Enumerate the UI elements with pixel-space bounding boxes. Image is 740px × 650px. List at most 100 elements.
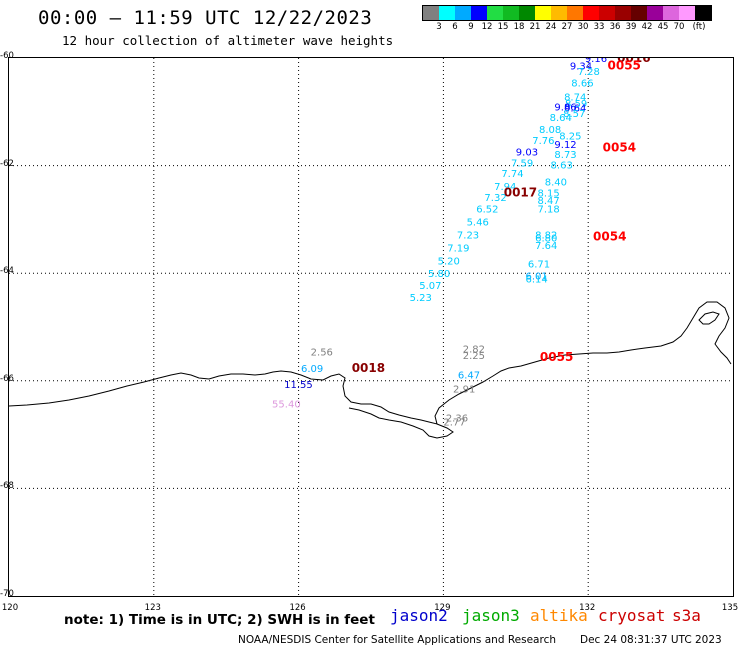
legend-tick-label: 12: [481, 22, 493, 32]
swh-reading: 5.07: [419, 281, 441, 292]
legend-swatch: [423, 6, 439, 20]
pass-time-label: 0017: [504, 186, 537, 200]
map-title: 00:00 – 11:59 UTC 12/22/2023: [38, 7, 373, 29]
legend-swatch: [455, 6, 471, 20]
swh-reading: 8.08: [539, 125, 561, 136]
legend-tick-label: 21: [529, 22, 541, 32]
legend-labels: 3 6 9 12 15 18 21 24 27 30 33 36 39 42 45 70 (ft): [422, 21, 712, 35]
swh-reading: 6.80: [535, 234, 557, 245]
y-tick-label: -62: [0, 158, 14, 169]
x-tick-label: 132: [579, 603, 596, 613]
legend-tick-label: 15: [497, 22, 509, 32]
swh-reading: 5.46: [467, 218, 489, 229]
swh-reading: 5.23: [410, 293, 432, 304]
legend-swatch: [599, 6, 615, 20]
map-canvas: 9.169.347.288.66 8.748.599.869.648.578.64…: [9, 58, 733, 596]
swh-reading: 7.76: [532, 136, 554, 147]
swh-reading: 11.55: [284, 380, 313, 391]
footer-timestamp: Dec 24 08:31:37 UTC 2023: [580, 634, 722, 646]
swh-reading: 8.82: [535, 230, 557, 241]
legend-swatch: [679, 6, 695, 20]
swh-reading: 8.66: [571, 79, 593, 90]
footer-note: note: 1) Time is in UTC; 2) SWH is in fe…: [64, 612, 375, 628]
swh-reading: 6.52: [476, 205, 498, 216]
satellite-jason2: jason2: [390, 606, 448, 625]
swh-reading: 7.23: [457, 230, 479, 241]
swh-reading: 6.01: [525, 271, 547, 282]
map-plot-area: 9.16 9.34 7.28 8.66 8.74 8.59 9.86 9.64 8.57 8.64…: [8, 57, 734, 597]
swh-readings-layer: 9.169.347.288.66 8.748.599.869.648.578.64…: [272, 58, 607, 429]
legend-tick-label: 39: [625, 22, 637, 32]
swh-reading: 8.63: [551, 161, 573, 172]
x-tick-label: 120: [1, 603, 19, 613]
pass-time-label: 0054: [593, 230, 626, 244]
swh-reading: 6.47: [458, 370, 480, 381]
legend-swatch: [663, 6, 679, 20]
swh-reading: 9.03: [516, 148, 538, 159]
legend-swatch: [503, 6, 519, 20]
swh-reading: 2.36: [446, 413, 468, 424]
swh-reading: 2.25: [463, 351, 485, 362]
swh-reading: 2.77: [443, 418, 465, 429]
coastline-bay: [348, 407, 454, 439]
legend-tick-label: 3: [436, 22, 442, 32]
legend-tick-label: 33: [593, 22, 605, 32]
swh-reading: 9.86: [554, 102, 576, 113]
swh-reading: 8.57: [563, 109, 585, 120]
swh-reading: 6.09: [301, 364, 323, 375]
swh-reading: 8.47: [538, 196, 560, 207]
swh-reading: 7.18: [538, 205, 560, 216]
grid-lines: [9, 58, 733, 596]
swh-reading: 55.40: [272, 399, 301, 410]
y-tick-label: -64: [0, 266, 14, 277]
legend-swatch: [567, 6, 583, 20]
x-tick-label: 135: [721, 603, 739, 613]
swh-reading: 9.16: [585, 58, 607, 65]
legend-tick-label: 42: [641, 22, 653, 32]
swh-reading: 8.25: [559, 131, 581, 142]
x-tick-label: 123: [144, 603, 161, 613]
pass-time-label: 0018: [352, 361, 385, 375]
satellite-cryosat: cryosat: [598, 606, 666, 625]
swh-reading: 2.56: [311, 348, 333, 359]
swh-reading: 7.32: [484, 193, 506, 204]
footer-credit: NOAA/NESDIS Center for Satellite Applica…: [238, 634, 556, 646]
swh-reading: 8.15: [538, 189, 560, 200]
swh-reading: 6.14: [525, 275, 547, 286]
y-tick-label: -60: [0, 51, 14, 61]
swh-reading: 2.91: [453, 384, 475, 395]
y-tick-label: -68: [0, 481, 14, 492]
legend-swatch: [439, 6, 455, 20]
swh-reading: 8.40: [545, 178, 567, 189]
swh-reading: 9.64: [564, 103, 586, 114]
legend-tick-label: 9: [468, 22, 474, 32]
swh-reading: 9.12: [554, 140, 576, 151]
swh-reading: 7.74: [501, 169, 523, 180]
legend-swatch: [471, 6, 487, 20]
legend-tick-label: 30: [577, 22, 589, 32]
legend-swatch: [583, 6, 599, 20]
legend-tick-label: 70: [673, 22, 685, 32]
pass-time-label: 0016: [617, 58, 650, 65]
satellite-altika: altika: [530, 606, 588, 625]
legend-tick-label: 18: [513, 22, 525, 32]
x-tick-label: 126: [289, 603, 306, 613]
legend-swatch: [519, 6, 535, 20]
map-subtitle: 12 hour collection of altimeter wave hei…: [62, 33, 394, 48]
swh-reading: 7.59: [511, 158, 533, 169]
color-legend: 3 6 9 12 15 18 21 24 27 30 33 36 39 42 45 70 (ft): [422, 5, 712, 35]
legend-swatch: [615, 6, 631, 20]
legend-color-bar: [422, 5, 712, 21]
legend-swatch: [631, 6, 647, 20]
coastline: [9, 301, 732, 439]
antarctic-coastline-main: [9, 301, 732, 425]
legend-unit: (ft): [692, 22, 706, 32]
satellite-jason3: jason3: [462, 606, 520, 625]
swh-reading: 7.28: [578, 67, 600, 78]
y-tick-label: -70: [0, 589, 14, 599]
legend-tick-label: 36: [609, 22, 621, 32]
x-tick-label: 129: [434, 603, 451, 613]
swh-reading: 7.94: [494, 182, 516, 193]
swh-reading: 8.73: [554, 150, 576, 161]
swh-reading: 8.59: [565, 99, 587, 110]
